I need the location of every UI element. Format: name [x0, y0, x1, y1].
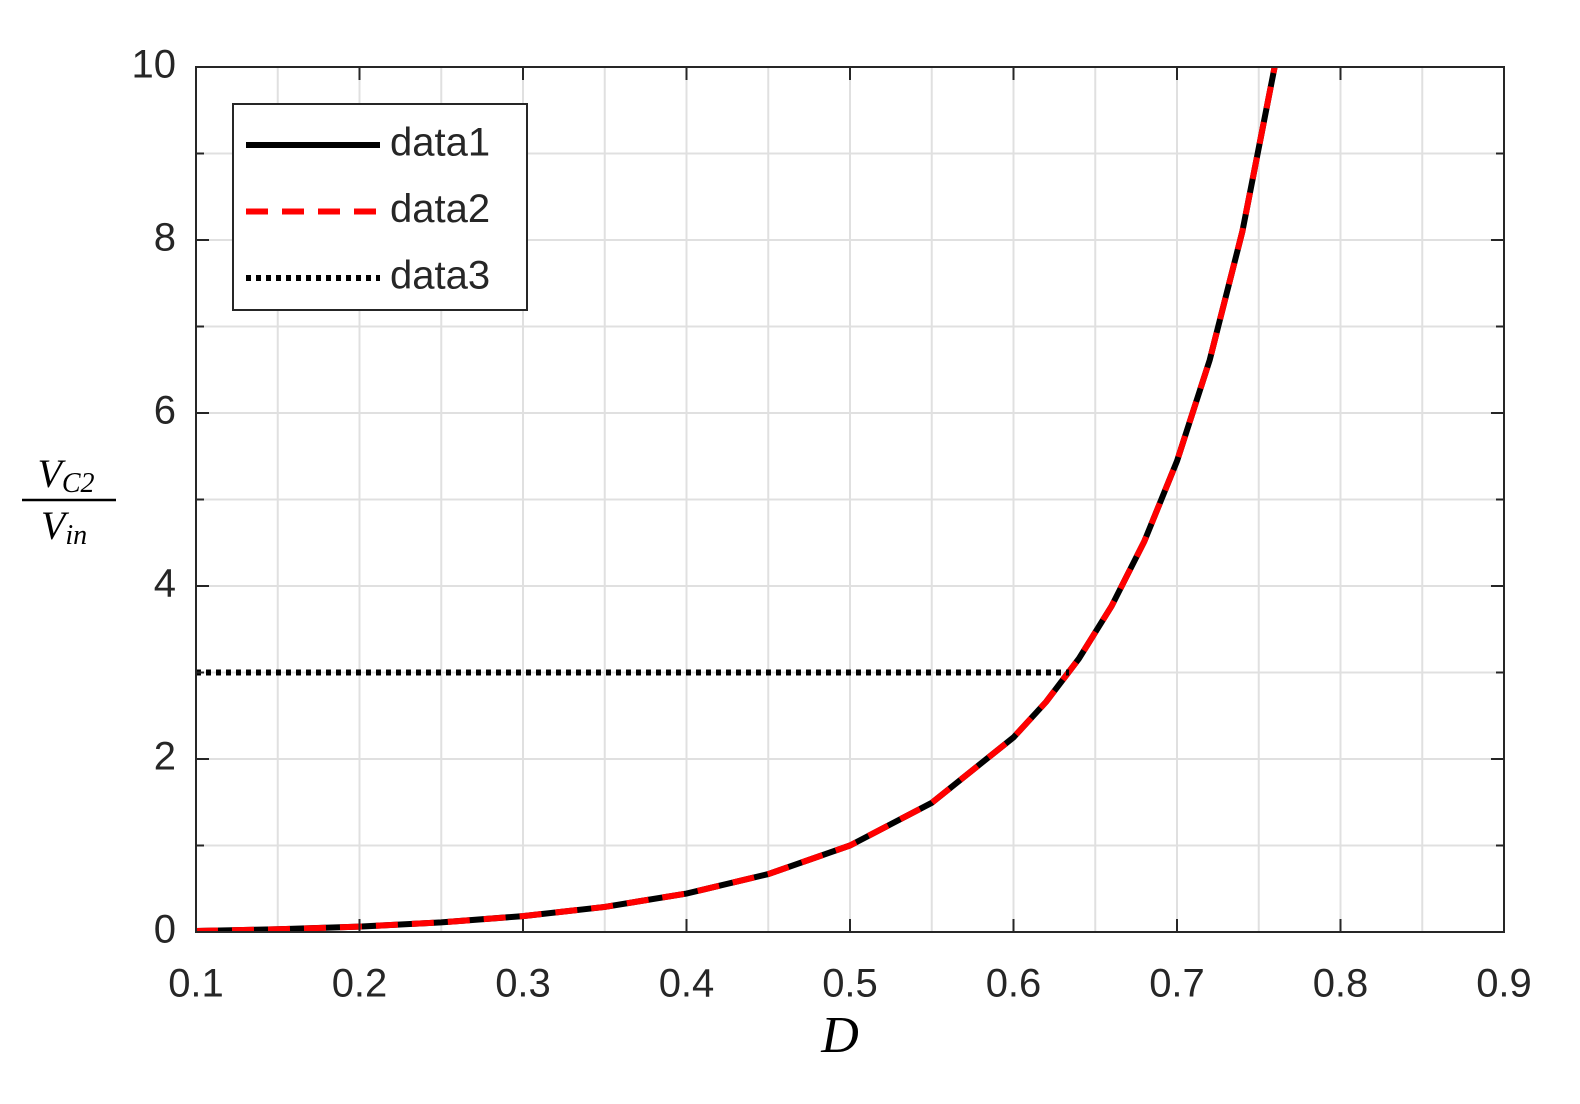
legend: data1 data2 data3: [232, 103, 528, 311]
y-label-base: V: [41, 503, 70, 548]
ticks: 0.1 0.2 0.3 0.4 0.5 0.6 0.7 0.8 0.9 0 2 4 6 8 10: [132, 43, 1532, 1006]
x-tick-label: 0.2: [332, 962, 388, 1006]
y-tick-label: 0: [154, 908, 176, 952]
data-line: [196, 67, 1278, 932]
x-tick-label: 0.1: [168, 962, 224, 1006]
legend-label: data1: [390, 121, 490, 165]
x-axis-label: D: [820, 1007, 859, 1064]
y-tick-label: 4: [154, 562, 176, 606]
y-label-sub: C2: [62, 468, 95, 499]
x-tick-label: 0.8: [1313, 962, 1369, 1006]
x-tick-label: 0.6: [986, 962, 1042, 1006]
x-tick-label: 0.7: [1149, 962, 1205, 1006]
y-axis-label: VC2 Vin: [22, 451, 116, 551]
y-tick-label: 8: [154, 216, 176, 260]
y-label-numerator: VC2: [37, 451, 94, 499]
y-tick-label: 6: [154, 389, 176, 433]
x-tick-label: 0.5: [822, 962, 878, 1006]
x-tick-label: 0.3: [495, 962, 551, 1006]
legend-label: data2: [390, 187, 490, 231]
y-label-sub: in: [65, 520, 87, 551]
y-label-base: V: [37, 451, 66, 496]
y-tick-label: 2: [154, 735, 176, 779]
y-label-denominator: Vin: [41, 503, 87, 551]
x-tick-label: 0.4: [659, 962, 715, 1006]
x-tick-label: 0.9: [1476, 962, 1532, 1006]
lines: [196, 67, 1278, 932]
legend-label: data3: [390, 254, 490, 298]
y-tick-label: 10: [132, 43, 177, 87]
